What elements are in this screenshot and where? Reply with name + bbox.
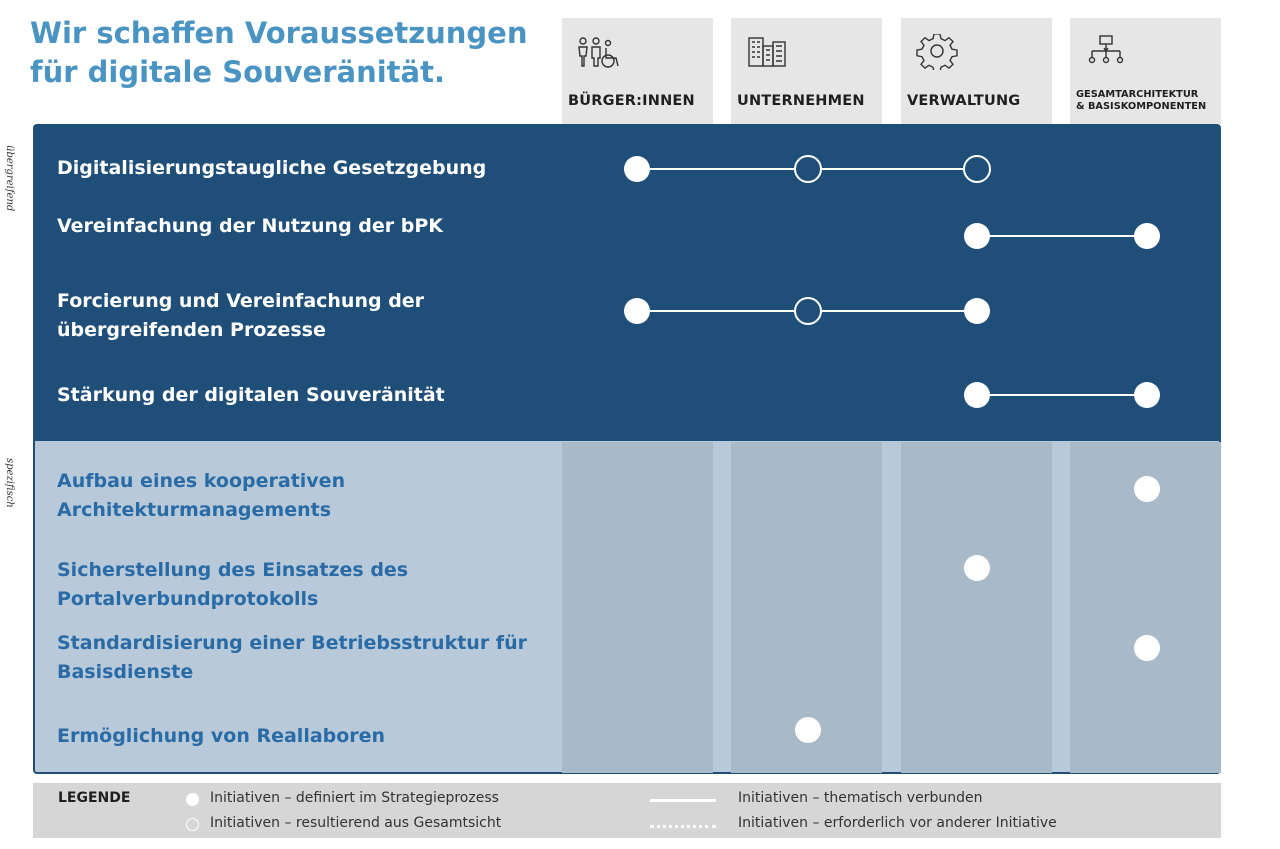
row-label: Aufbau eines kooperativen Architekturmana… <box>57 470 346 521</box>
filled-initiative-dot <box>1134 476 1160 502</box>
hollow-initiative-dot <box>963 155 991 183</box>
hollow-dot-icon <box>186 818 199 831</box>
column-label: GESAMTARCHITEKTUR & BASISKOMPONENTEN <box>1076 89 1207 112</box>
column-header-unternehmen: UNTERNEHMEN <box>731 18 882 124</box>
filled-initiative-dot <box>795 717 821 743</box>
dotted-line-icon <box>650 825 716 828</box>
column-header-gesamtarchitektur: GESAMTARCHITEKTUR & BASISKOMPONENTEN <box>1070 18 1221 124</box>
row-label: Sicherstellung des Einsatzes des Portalve… <box>57 559 409 610</box>
filled-initiative-dot <box>964 382 990 408</box>
page-title: Wir schaffen Voraussetzungen für digital… <box>30 16 528 89</box>
row-label: Forcierung und Vereinfachung der übergrei… <box>57 290 425 341</box>
filled-initiative-dot <box>624 298 650 324</box>
filled-initiative-dot <box>624 156 650 182</box>
people-icon <box>578 37 619 68</box>
filled-initiative-dot <box>1134 382 1160 408</box>
gear-icon <box>916 34 958 70</box>
group-label-overarching: übergreifend <box>4 145 15 212</box>
legend-item: Initiativen – erforderlich vor anderer I… <box>738 815 1057 831</box>
solid-line-icon <box>650 799 716 802</box>
org-chart-icon <box>1088 35 1124 64</box>
filled-initiative-dot <box>964 555 990 581</box>
row-label: Digitalisierungstaugliche Gesetzgebung <box>57 157 487 179</box>
buildings-icon <box>748 37 786 67</box>
filled-initiative-dot <box>1134 635 1160 661</box>
filled-initiative-dot <box>1134 223 1160 249</box>
column-header-buerger: BÜRGER:INNEN <box>562 18 713 124</box>
row-label: Vereinfachung der Nutzung der bPK <box>57 215 444 237</box>
filled-initiative-dot <box>964 298 990 324</box>
hollow-initiative-dot <box>794 155 822 183</box>
row-label: Standardisierung einer Betriebsstruktur … <box>57 632 527 683</box>
legend-title: LEGENDE <box>58 790 131 806</box>
legend-item: Initiativen – thematisch verbunden <box>738 790 983 806</box>
group-label-specific: spezifisch <box>4 458 15 508</box>
legend: LEGENDE Initiativen – definiert im Strat… <box>33 783 1221 838</box>
row-label: Stärkung der digitalen Souveränität <box>57 384 445 406</box>
column-label: BÜRGER:INNEN <box>568 93 695 109</box>
hollow-initiative-dot <box>794 297 822 325</box>
column-label: VERWALTUNG <box>907 93 1021 109</box>
filled-initiative-dot <box>964 223 990 249</box>
filled-dot-icon <box>186 793 199 806</box>
column-stripe <box>901 442 1052 773</box>
column-header-verwaltung: VERWALTUNG <box>901 18 1052 124</box>
column-label: UNTERNEHMEN <box>737 93 865 109</box>
row-label: Ermöglichung von Reallaboren <box>57 725 386 747</box>
legend-item: Initiativen – definiert im Strategieproz… <box>210 790 499 806</box>
column-stripe <box>562 442 713 773</box>
legend-item: Initiativen – resultierend aus Gesamtsic… <box>210 815 502 831</box>
